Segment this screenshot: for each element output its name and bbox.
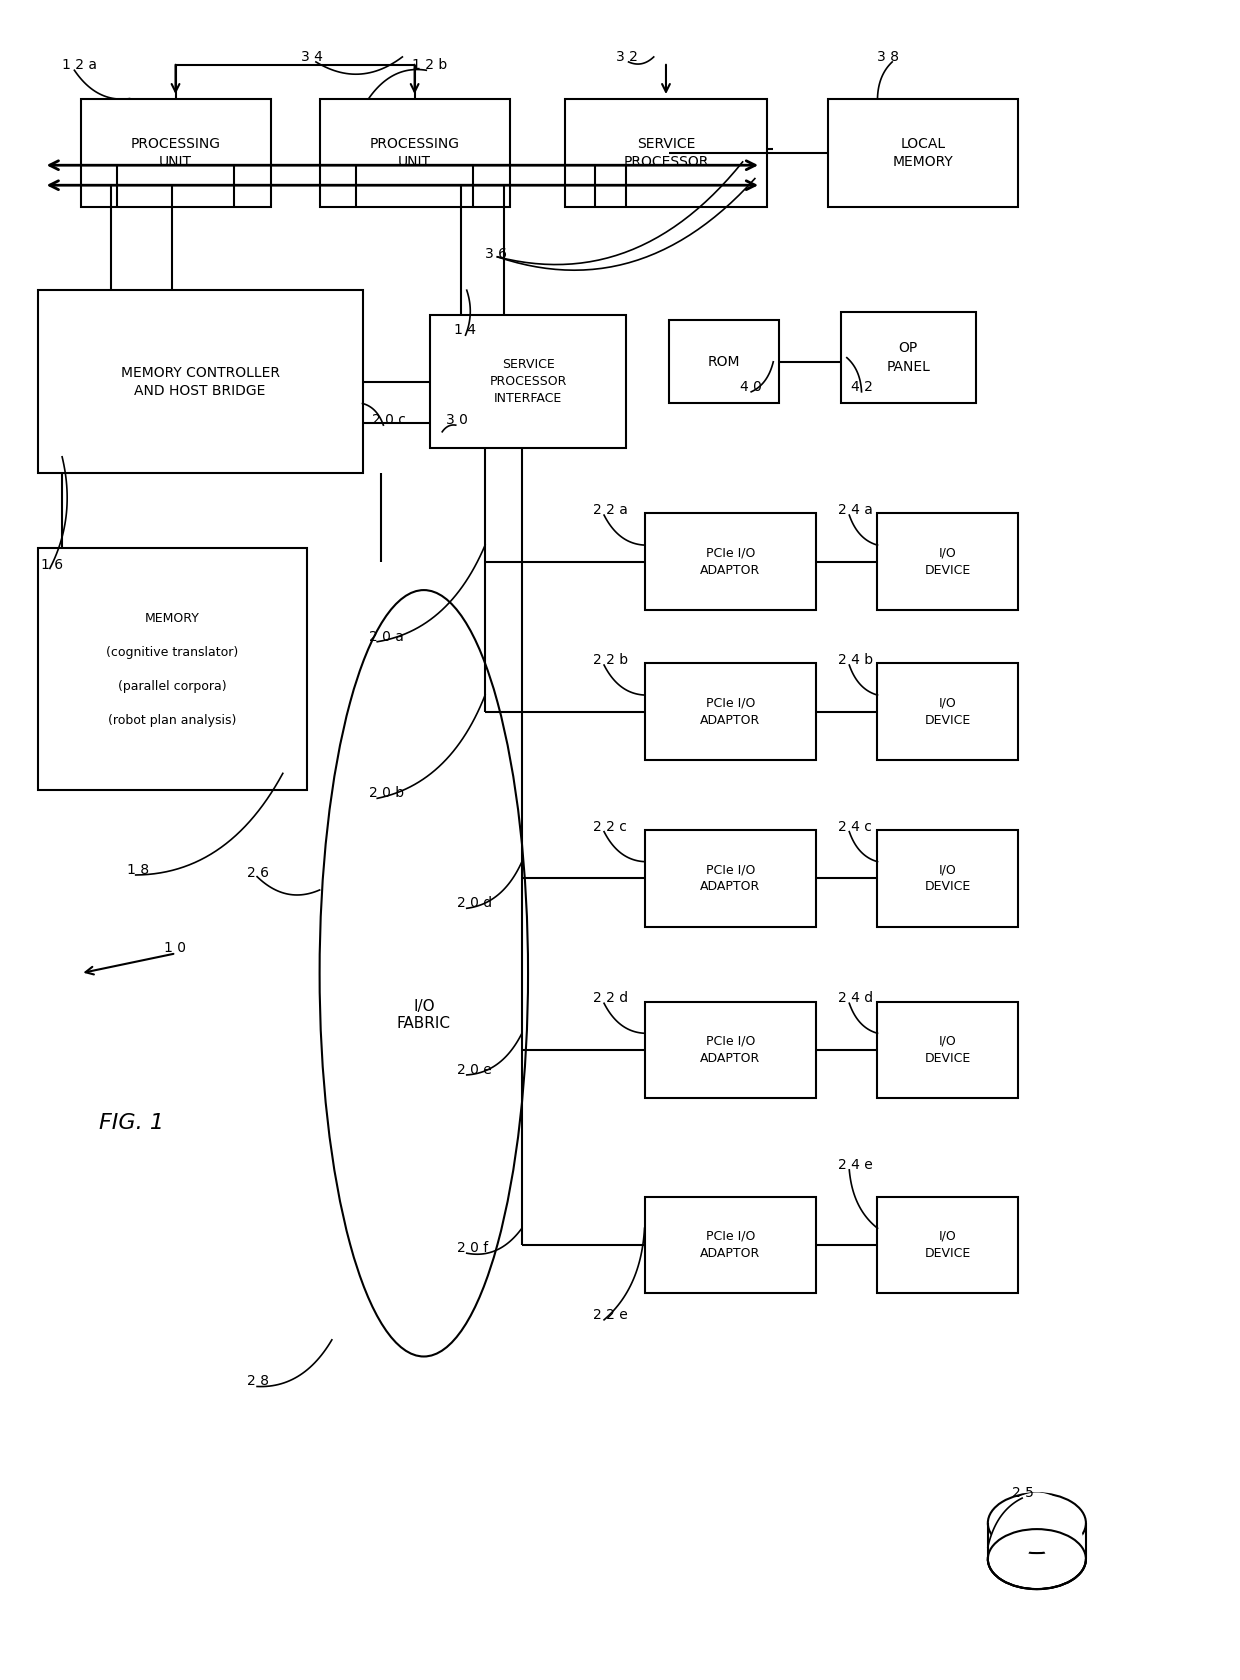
Bar <box>878 830 1018 927</box>
Text: 1 4: 1 4 <box>455 323 476 338</box>
Text: LOCAL
MEMORY: LOCAL MEMORY <box>893 136 954 170</box>
Bar <box>37 291 362 474</box>
Bar <box>645 830 816 927</box>
Text: I/O
DEVICE: I/O DEVICE <box>925 1035 971 1065</box>
Text: 3 4: 3 4 <box>301 50 324 64</box>
Text: PROCESSING
UNIT: PROCESSING UNIT <box>130 136 221 170</box>
Text: 2 2 d: 2 2 d <box>593 991 629 1005</box>
Text: 2 2 b: 2 2 b <box>593 654 629 667</box>
Text: 1 0: 1 0 <box>164 941 186 956</box>
Text: 2 6: 2 6 <box>247 867 269 880</box>
Bar <box>670 321 780 403</box>
Text: I/O
FABRIC: I/O FABRIC <box>397 998 451 1032</box>
Text: 2 2 e: 2 2 e <box>593 1307 627 1322</box>
Text: 3 8: 3 8 <box>878 50 899 64</box>
Bar <box>878 664 1018 759</box>
Text: FIG. 1: FIG. 1 <box>99 1114 164 1134</box>
Text: 2 2 a: 2 2 a <box>593 502 627 517</box>
Text: I/O
DEVICE: I/O DEVICE <box>925 1230 971 1260</box>
Bar <box>37 548 308 790</box>
Text: PCIe I/O
ADAPTOR: PCIe I/O ADAPTOR <box>701 1035 760 1065</box>
Bar <box>878 1196 1018 1294</box>
Bar <box>320 99 510 207</box>
Text: 2 0 c: 2 0 c <box>372 413 407 427</box>
Text: PROCESSING
UNIT: PROCESSING UNIT <box>370 136 460 170</box>
Text: I/O
DEVICE: I/O DEVICE <box>925 864 971 894</box>
Text: SERVICE
PROCESSOR: SERVICE PROCESSOR <box>624 136 709 170</box>
Text: 2 8: 2 8 <box>247 1374 269 1388</box>
Text: ROM: ROM <box>708 354 740 370</box>
Text: MEMORY CONTROLLER
AND HOST BRIDGE: MEMORY CONTROLLER AND HOST BRIDGE <box>120 366 279 398</box>
Wedge shape <box>988 1492 1086 1559</box>
Bar <box>645 1196 816 1294</box>
Text: SERVICE
PROCESSOR
INTERFACE: SERVICE PROCESSOR INTERFACE <box>490 358 567 405</box>
Text: 2 4 e: 2 4 e <box>838 1158 873 1173</box>
Text: 2 2 c: 2 2 c <box>593 820 627 833</box>
Text: 3 0: 3 0 <box>446 413 467 427</box>
Text: PCIe I/O
ADAPTOR: PCIe I/O ADAPTOR <box>701 864 760 894</box>
Bar <box>828 99 1018 207</box>
Bar <box>81 99 270 207</box>
Text: OP
PANEL: OP PANEL <box>887 341 930 375</box>
Text: 2 5: 2 5 <box>1012 1487 1034 1500</box>
Text: 1 6: 1 6 <box>41 558 63 573</box>
Text: 2 0 d: 2 0 d <box>456 897 492 911</box>
Bar <box>878 514 1018 610</box>
Bar <box>645 514 816 610</box>
Text: PCIe I/O
ADAPTOR: PCIe I/O ADAPTOR <box>701 1230 760 1260</box>
Bar <box>841 312 976 403</box>
Bar <box>878 1001 1018 1099</box>
Text: 2 4 a: 2 4 a <box>838 502 873 517</box>
Text: 1 2 b: 1 2 b <box>412 59 446 72</box>
Text: 1 8: 1 8 <box>128 864 149 877</box>
Text: 2 0 f: 2 0 f <box>456 1242 489 1255</box>
Text: PCIe I/O
ADAPTOR: PCIe I/O ADAPTOR <box>701 546 760 576</box>
Text: 2 0 b: 2 0 b <box>368 786 404 800</box>
Bar <box>645 664 816 759</box>
Bar <box>565 99 768 207</box>
Text: 3 6: 3 6 <box>485 247 507 260</box>
Text: 1 2 a: 1 2 a <box>62 59 97 72</box>
Text: 2 4 c: 2 4 c <box>838 820 872 833</box>
Text: 2 4 b: 2 4 b <box>838 654 873 667</box>
Text: 2 0 a: 2 0 a <box>368 630 403 643</box>
Text: 4 2: 4 2 <box>851 380 873 393</box>
Text: 2 0 e: 2 0 e <box>456 1063 492 1077</box>
Text: 4 0: 4 0 <box>740 380 763 393</box>
Text: I/O
DEVICE: I/O DEVICE <box>925 546 971 576</box>
Text: 2 4 d: 2 4 d <box>838 991 873 1005</box>
Bar <box>645 1001 816 1099</box>
Text: PCIe I/O
ADAPTOR: PCIe I/O ADAPTOR <box>701 697 760 727</box>
Bar <box>430 316 626 449</box>
Text: MEMORY

(cognitive translator)

(parallel corpora)

(robot plan analysis): MEMORY (cognitive translator) (parallel … <box>107 612 238 727</box>
Text: I/O
DEVICE: I/O DEVICE <box>925 697 971 727</box>
Text: 3 2: 3 2 <box>616 50 639 64</box>
